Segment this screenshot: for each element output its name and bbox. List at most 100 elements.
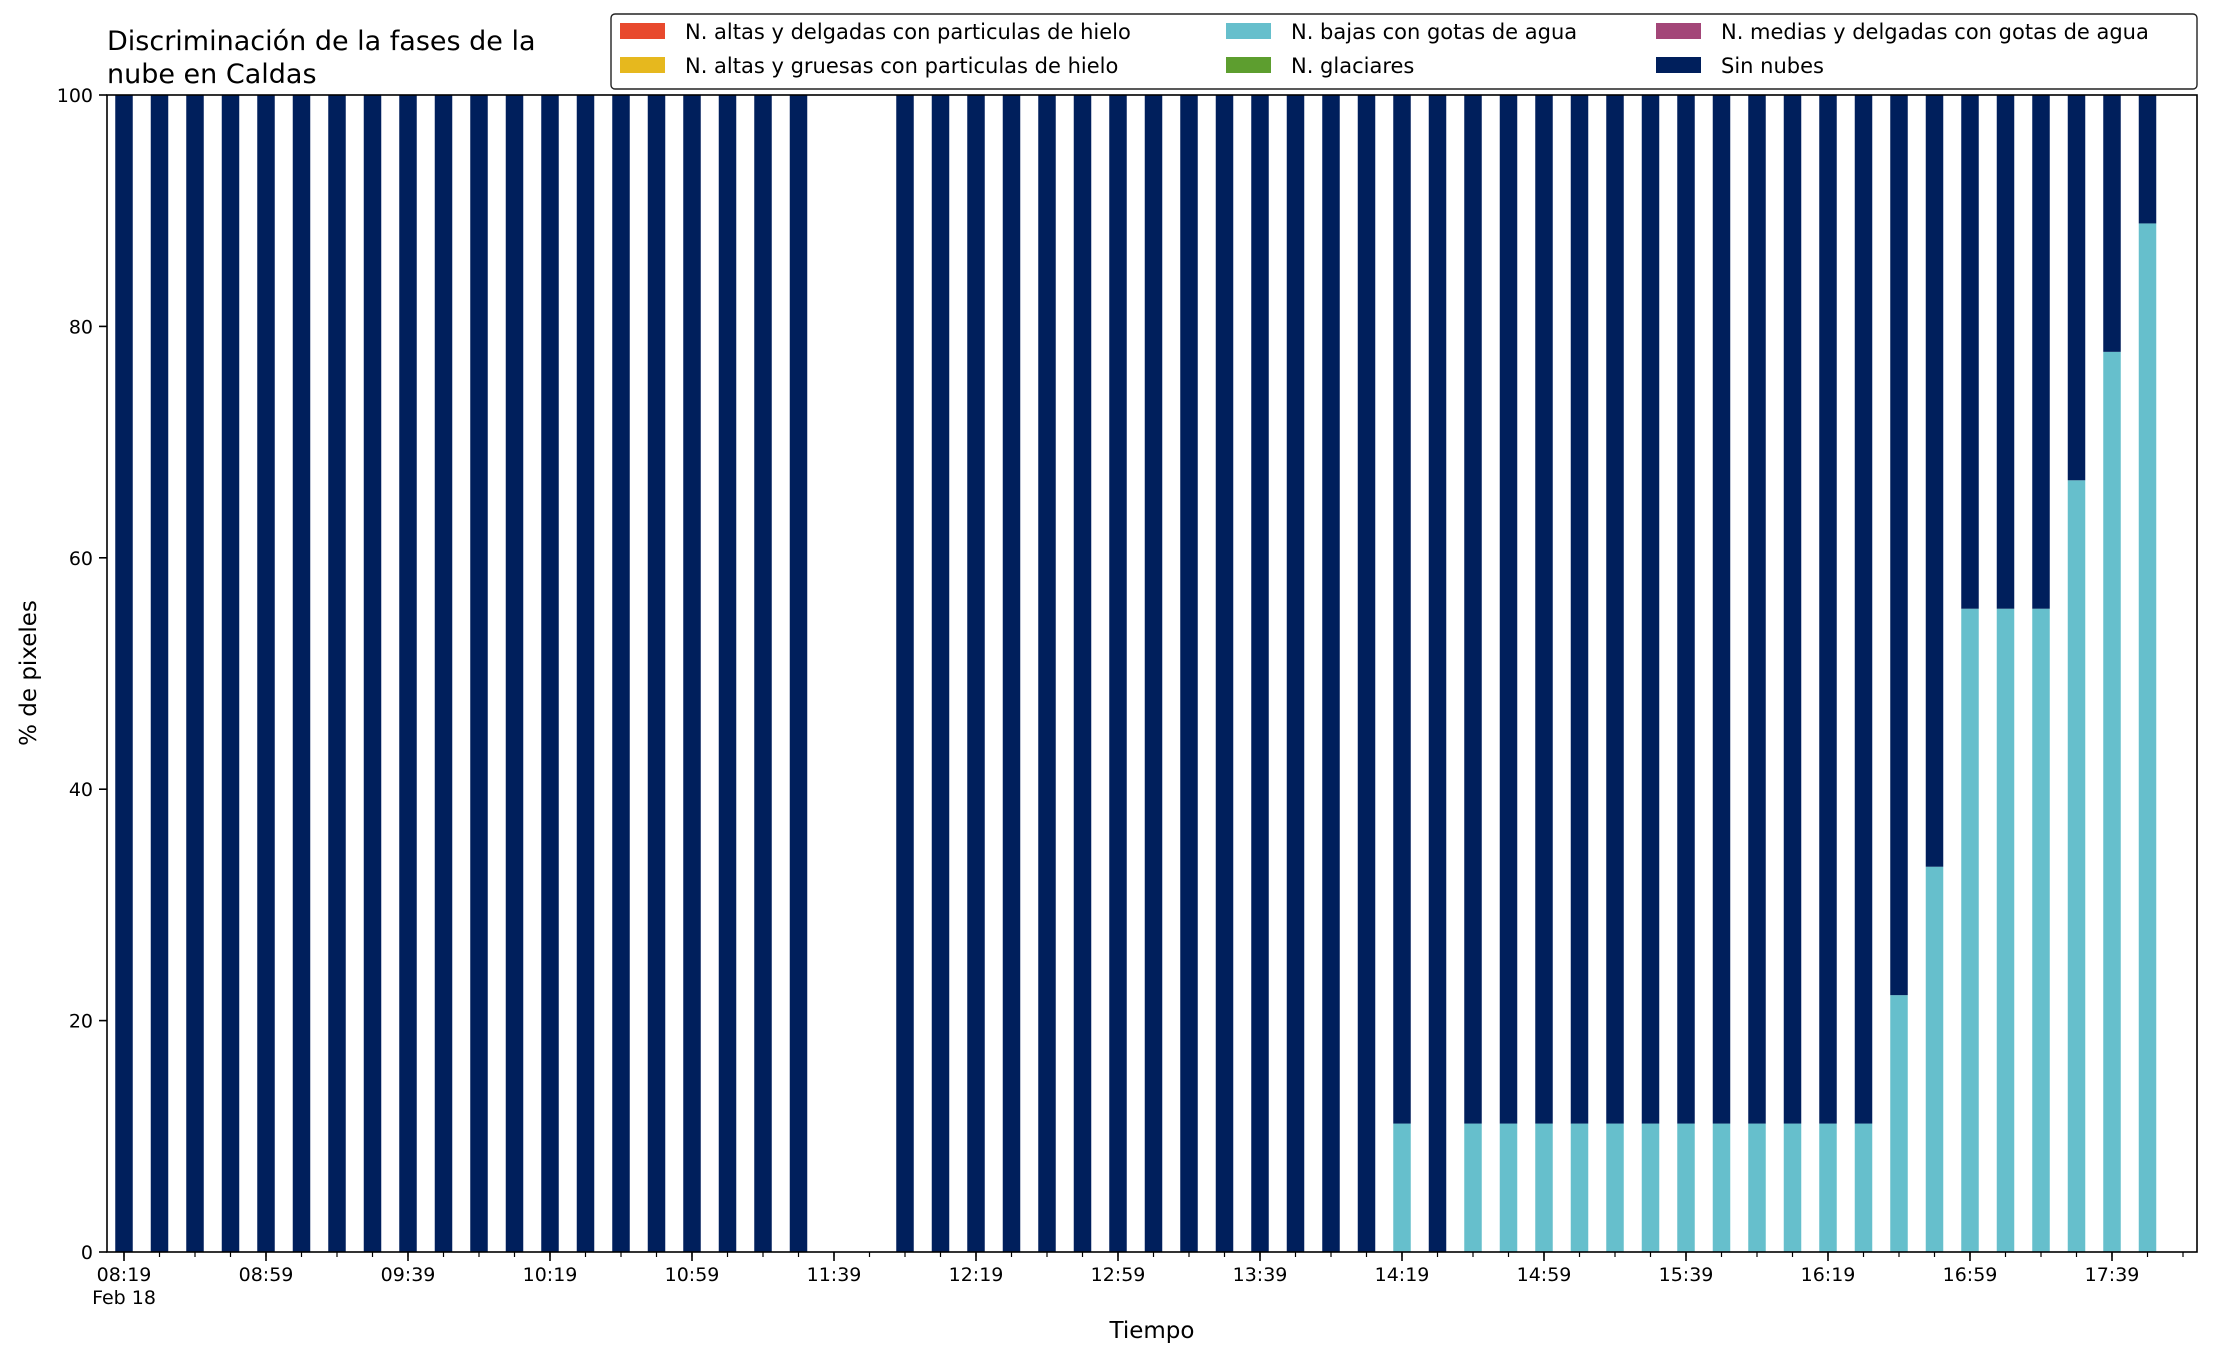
y-axis-label: % de pixeles: [16, 600, 42, 746]
legend-label: N. altas y gruesas con particulas de hie…: [685, 54, 1118, 78]
bar-segment-2-17:29: [2067, 480, 2086, 1252]
y-tick-label: 80: [69, 316, 93, 338]
bar-segment-5-11:29: [789, 95, 808, 1252]
legend-swatch: [1656, 57, 1701, 73]
bar-segment-2-16:09: [1783, 1123, 1802, 1252]
legend-entry: N. altas y gruesas con particulas de hie…: [620, 54, 1118, 78]
bar-segment-5-14:09: [1357, 95, 1376, 1252]
legend-label: N. altas y delgadas con particulas de hi…: [685, 20, 1131, 44]
x-tick-label: 08:59: [239, 1264, 294, 1286]
legend-label: N. medias y delgadas con gotas de agua: [1721, 20, 2149, 44]
bar-segment-5-13:39: [1251, 95, 1269, 1252]
legend-label: N. bajas con gotas de agua: [1291, 20, 1577, 44]
chart-title-line: Discriminación de la fases de la: [107, 26, 536, 57]
x-tick-label: 16:59: [1943, 1264, 1998, 1286]
bar-segment-2-16:29: [1854, 1123, 1873, 1252]
bar-segment-5-10:49: [647, 95, 666, 1252]
x-tick-label: 11:39: [807, 1264, 862, 1286]
x-tick-label: 12:19: [949, 1264, 1004, 1286]
bar-segment-5-09:49: [434, 95, 453, 1252]
bar-segment-5-14:29: [1428, 95, 1447, 1252]
x-tick-label: 14:19: [1375, 1264, 1430, 1286]
legend-entry: N. medias y delgadas con gotas de agua: [1656, 20, 2149, 44]
legend-swatch: [620, 23, 665, 39]
bar-segment-5-08:59: [257, 95, 275, 1252]
legend: N. altas y delgadas con particulas de hi…: [610, 13, 2198, 90]
x-tick-label: 10:19: [523, 1264, 578, 1286]
bar-segment-5-11:59: [896, 95, 914, 1252]
bar-segment-5-10:39: [612, 95, 630, 1252]
bar-segment-5-11:19: [754, 95, 772, 1252]
y-tick-label: 40: [69, 779, 93, 801]
legend-label: N. glaciares: [1291, 54, 1414, 78]
bar-segment-2-15:19: [1606, 1123, 1624, 1252]
bar-segment-5-15:19: [1606, 95, 1624, 1124]
bar-segment-2-14:39: [1464, 1123, 1482, 1252]
bar-segment-5-17:49: [2138, 95, 2157, 224]
y-tick-label: 100: [57, 85, 93, 107]
x-tick-label: 12:59: [1091, 1264, 1146, 1286]
legend-swatch: [1226, 23, 1271, 39]
bar-segment-5-11:09: [718, 95, 737, 1252]
bar-segment-5-08:19: [115, 95, 133, 1252]
legend-entry: N. bajas con gotas de agua: [1226, 20, 1577, 44]
bar-segment-5-13:49: [1286, 95, 1305, 1252]
bar-segment-5-15:39: [1677, 95, 1695, 1124]
x-tick-label: 14:59: [1517, 1264, 1572, 1286]
bar-segment-2-17:19: [2032, 608, 2050, 1252]
bar-segment-5-15:49: [1712, 95, 1731, 1124]
x-tick-label: 13:39: [1233, 1264, 1288, 1286]
x-axis-label: Tiempo: [1109, 1318, 1195, 1344]
bar-segment-5-12:59: [1109, 95, 1127, 1252]
legend-entry: Sin nubes: [1656, 54, 1824, 78]
bar-segment-5-16:29: [1854, 95, 1873, 1124]
bar-segment-5-14:39: [1464, 95, 1482, 1124]
bar-segment-5-09:39: [399, 95, 417, 1252]
bar-segment-5-10:29: [576, 95, 595, 1252]
bar-segment-5-17:09: [1996, 95, 2015, 609]
legend-entry: N. altas y delgadas con particulas de hi…: [620, 20, 1131, 44]
bar-segment-5-10:09: [505, 95, 524, 1252]
bar-segment-2-17:49: [2138, 223, 2157, 1253]
bar-segment-5-16:49: [1925, 95, 1944, 867]
legend-label: Sin nubes: [1721, 54, 1824, 78]
bar-segment-5-14:59: [1535, 95, 1553, 1124]
y-tick-label: 0: [81, 1242, 93, 1264]
bar-segment-2-17:09: [1996, 608, 2015, 1252]
chart-title-line: nube en Caldas: [107, 59, 317, 90]
bar-segment-5-12:19: [967, 95, 985, 1252]
plot-frame: [106, 94, 2198, 1253]
bar-segment-5-13:59: [1322, 95, 1340, 1252]
bar-segment-5-10:19: [541, 95, 559, 1252]
bar-segment-5-16:19: [1819, 95, 1837, 1124]
bar-segment-2-14:49: [1499, 1123, 1518, 1252]
bar-segment-5-09:29: [363, 95, 382, 1252]
y-axis: 0 20 40 60 80 100: [57, 85, 107, 1264]
bar-segment-5-14:49: [1499, 95, 1518, 1124]
x-axis: 08:19 Feb 18 08:59 09:39 10:19 10:59 11:39 12:1…: [92, 1252, 2184, 1309]
bar-segment-5-17:39: [2103, 95, 2121, 352]
x-tick-label: 10:59: [665, 1264, 720, 1286]
bar-segment-2-14:59: [1535, 1123, 1553, 1252]
bar-segment-2-15:59: [1748, 1123, 1766, 1252]
chart-title: Discriminación de la fases de la nube en …: [107, 26, 536, 90]
bar-segment-5-16:59: [1961, 95, 1979, 609]
bar-segment-5-16:39: [1890, 95, 1908, 996]
legend-swatch: [1226, 57, 1271, 73]
bar-segment-5-15:29: [1641, 95, 1660, 1124]
x-tick-label: 17:39: [2085, 1264, 2140, 1286]
bar-segment-5-10:59: [683, 95, 701, 1252]
bar-segment-5-13:09: [1144, 95, 1163, 1252]
y-tick-label: 20: [69, 1011, 93, 1033]
bar-segment-5-08:49: [221, 95, 240, 1252]
bar-segment-5-08:29: [150, 95, 169, 1252]
legend-frame: [610, 13, 2198, 90]
legend-swatch: [620, 57, 665, 73]
bar-segment-5-09:59: [470, 95, 488, 1252]
bar-segment-5-17:19: [2032, 95, 2050, 609]
bar-segment-5-09:19: [328, 95, 346, 1252]
bar-segment-2-14:19: [1393, 1123, 1411, 1252]
bar-segment-5-12:39: [1038, 95, 1056, 1252]
legend-swatch: [1656, 23, 1701, 39]
